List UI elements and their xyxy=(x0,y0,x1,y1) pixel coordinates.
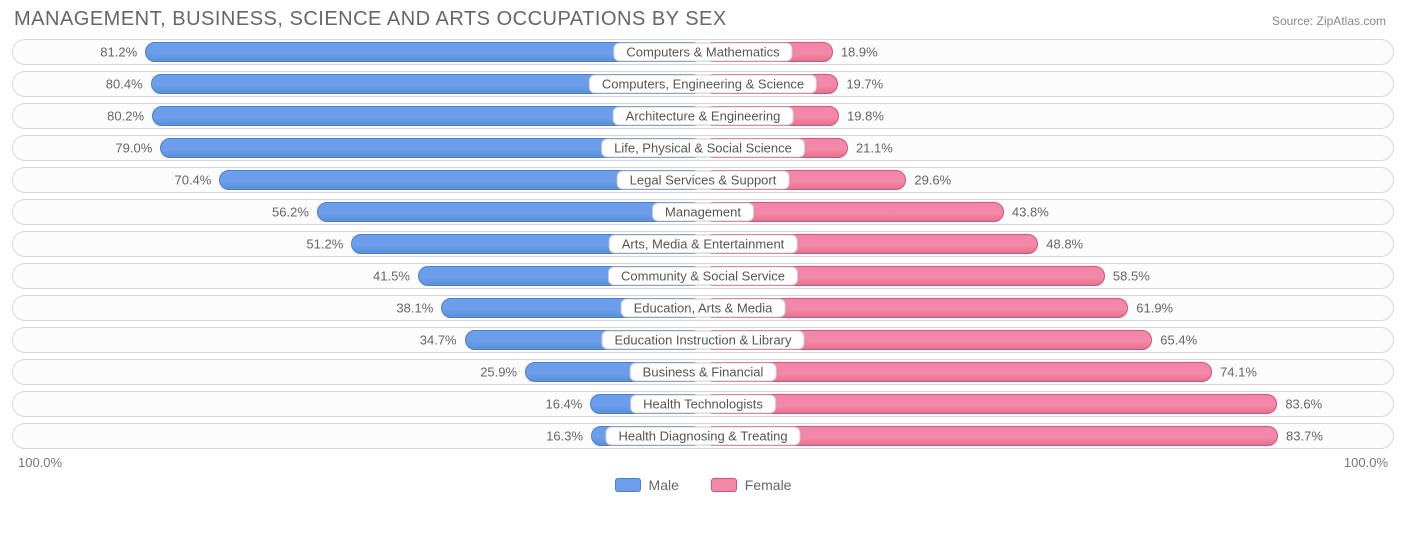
male-value-label: 70.4% xyxy=(174,173,211,188)
chart-row: 16.4% 83.6% Health Technologists xyxy=(12,391,1394,417)
category-label: Education Instruction & Library xyxy=(601,331,804,350)
male-bar xyxy=(317,202,703,222)
female-value-label: 19.8% xyxy=(847,109,884,124)
male-value-label: 56.2% xyxy=(272,205,309,220)
legend-male: Male xyxy=(615,477,679,493)
x-axis: 100.0% 100.0% xyxy=(10,455,1396,475)
chart-row: 80.4% 19.7% Computers, Engineering & Scien… xyxy=(12,71,1394,97)
female-bar xyxy=(703,394,1277,414)
chart-title: MANAGEMENT, BUSINESS, SCIENCE AND ARTS O… xyxy=(14,8,1396,31)
category-label: Architecture & Engineering xyxy=(613,107,794,126)
axis-left-label: 100.0% xyxy=(18,455,62,470)
chart-row: 25.9% 74.1% Business & Financial xyxy=(12,359,1394,385)
female-value-label: 43.8% xyxy=(1012,205,1049,220)
category-label: Business & Financial xyxy=(630,363,777,382)
male-value-label: 34.7% xyxy=(420,333,457,348)
chart-row: 51.2% 48.8% Arts, Media & Entertainment xyxy=(12,231,1394,257)
female-value-label: 83.6% xyxy=(1285,397,1322,412)
male-value-label: 80.4% xyxy=(106,77,143,92)
male-value-label: 16.4% xyxy=(545,397,582,412)
female-value-label: 83.7% xyxy=(1286,429,1323,444)
category-label: Health Diagnosing & Treating xyxy=(605,427,800,446)
female-value-label: 58.5% xyxy=(1113,269,1150,284)
male-value-label: 80.2% xyxy=(107,109,144,124)
female-bar xyxy=(703,362,1212,382)
female-value-label: 61.9% xyxy=(1136,301,1173,316)
category-label: Life, Physical & Social Science xyxy=(601,139,805,158)
source-prefix: Source: xyxy=(1272,14,1317,28)
female-value-label: 65.4% xyxy=(1160,333,1197,348)
female-value-label: 74.1% xyxy=(1220,365,1257,380)
chart-row: 41.5% 58.5% Community & Social Service xyxy=(12,263,1394,289)
male-value-label: 41.5% xyxy=(373,269,410,284)
category-label: Community & Social Service xyxy=(608,267,798,286)
male-value-label: 51.2% xyxy=(306,237,343,252)
chart-row: 79.0% 21.1% Life, Physical & Social Scienc… xyxy=(12,135,1394,161)
source-attribution: Source: ZipAtlas.com xyxy=(1272,14,1386,28)
female-value-label: 21.1% xyxy=(856,141,893,156)
axis-right-label: 100.0% xyxy=(1344,455,1388,470)
chart-row: 81.2% 18.9% Computers & Mathematics xyxy=(12,39,1394,65)
source-name: ZipAtlas.com xyxy=(1317,14,1386,28)
legend: Male Female xyxy=(10,477,1396,495)
category-label: Computers & Mathematics xyxy=(613,43,792,62)
legend-female-label: Female xyxy=(745,477,792,493)
category-label: Education, Arts & Media xyxy=(621,299,786,318)
legend-male-swatch xyxy=(615,478,641,492)
category-label: Health Technologists xyxy=(630,395,776,414)
chart-row: 80.2% 19.8% Architecture & Engineering xyxy=(12,103,1394,129)
category-label: Arts, Media & Entertainment xyxy=(609,235,798,254)
chart-row: 70.4% 29.6% Legal Services & Support xyxy=(12,167,1394,193)
chart-row: 34.7% 65.4% Education Instruction & Librar… xyxy=(12,327,1394,353)
female-value-label: 19.7% xyxy=(846,77,883,92)
category-label: Management xyxy=(652,203,754,222)
category-label: Computers, Engineering & Science xyxy=(589,75,817,94)
category-label: Legal Services & Support xyxy=(617,171,790,190)
chart-row: 16.3% 83.7% Health Diagnosing & Treating xyxy=(12,423,1394,449)
female-value-label: 29.6% xyxy=(914,173,951,188)
legend-male-label: Male xyxy=(649,477,679,493)
chart-row: 38.1% 61.9% Education, Arts & Media xyxy=(12,295,1394,321)
female-value-label: 48.8% xyxy=(1046,237,1083,252)
chart-area: 81.2% 18.9% Computers & Mathematics 80.4% 19… xyxy=(10,35,1396,449)
female-value-label: 18.9% xyxy=(841,45,878,60)
legend-female-swatch xyxy=(711,478,737,492)
male-value-label: 81.2% xyxy=(100,45,137,60)
male-value-label: 16.3% xyxy=(546,429,583,444)
chart-row: 56.2% 43.8% Management xyxy=(12,199,1394,225)
male-value-label: 25.9% xyxy=(480,365,517,380)
male-value-label: 79.0% xyxy=(115,141,152,156)
male-value-label: 38.1% xyxy=(396,301,433,316)
legend-female: Female xyxy=(711,477,792,493)
